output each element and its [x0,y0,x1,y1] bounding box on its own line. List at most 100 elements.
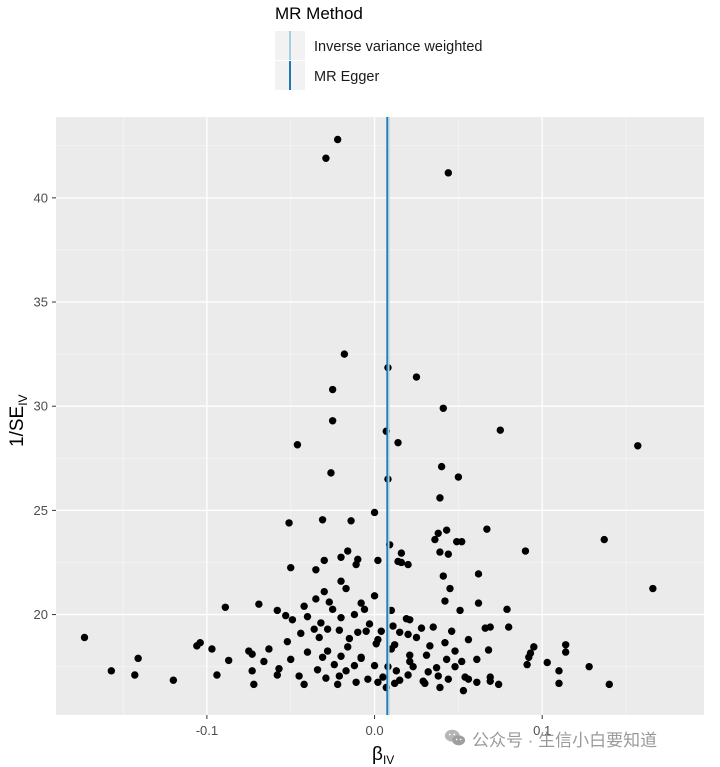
data-point [484,646,493,654]
data-point [439,572,447,580]
data-point [337,652,345,660]
data-point [322,674,330,682]
data-point [312,595,320,603]
data-point [303,612,312,621]
data-point [333,680,342,689]
data-point [442,655,451,664]
data-point [446,584,454,593]
data-point [318,516,327,524]
data-point [322,154,330,162]
x-tick-label: 0.0 [366,723,384,738]
data-point [464,675,473,683]
data-point [404,671,412,679]
y-tick-label: 20 [34,607,48,622]
data-point [370,592,379,600]
data-point [394,557,402,566]
data-point [397,549,406,557]
grid-major [56,117,704,715]
data-point [429,623,437,631]
data-point [561,648,570,656]
data-point [365,620,374,628]
data-point [404,560,412,569]
data-point [310,625,318,633]
data-point [323,647,332,655]
legend-label-ivw: Inverse variance weighted [314,39,482,55]
data-point [260,657,268,666]
data-point [406,651,414,659]
data-point [441,638,449,647]
data-point [409,662,417,671]
x-tick-label: 0.1 [533,723,551,738]
data-point [221,603,230,611]
data-point [406,616,414,624]
data-point [444,169,453,177]
y-tick-label: 40 [34,190,48,205]
data-point [483,525,491,533]
x-axis-title: βIV [372,744,394,767]
data-point [474,599,483,607]
data-point [345,634,354,643]
data-point [287,655,295,664]
data-point [436,683,444,692]
data-point [389,622,397,630]
data-point [451,647,459,655]
data-point [412,373,421,381]
data-point [394,438,402,447]
legend: MR Method Inverse variance weighted MR E… [275,4,482,90]
legend-title: MR Method [275,4,363,23]
data-point [350,610,359,619]
data-point [317,619,325,627]
data-point [600,535,608,544]
data-point [486,677,494,685]
data-point [395,628,404,636]
data-point [131,671,139,679]
watermark: 公众号 · 生信小白要知道 [444,726,657,750]
data-point [325,598,333,606]
data-point [392,667,401,675]
data-point [287,563,295,572]
data-point [293,441,302,449]
data-point [422,651,431,659]
data-point [439,404,447,412]
data-point [379,673,387,681]
data-point [275,665,283,673]
data-point [342,667,350,675]
data-point [464,635,473,644]
data-point [444,675,453,683]
data-point [327,469,335,477]
data-point [521,547,530,555]
data-point [372,640,380,648]
data-point [362,627,370,635]
data-point [337,613,345,622]
data-point [265,645,273,653]
data-point [441,597,449,605]
data-point [288,616,297,624]
data-point [555,679,563,688]
data-point [404,630,412,639]
data-point [337,577,345,585]
data-point [377,627,385,635]
data-point [344,547,352,555]
data-point [451,662,459,671]
data-point [494,680,503,689]
data-point [421,679,429,688]
data-point [436,494,444,502]
data-point [453,537,461,546]
data-point [370,508,379,517]
data-point [295,672,303,680]
data-point [523,660,531,669]
data-point [169,676,178,684]
data-point [330,660,339,669]
data-point [473,678,481,686]
data-point [473,655,481,664]
data-point [458,657,466,666]
data-point [496,426,504,434]
wechat-icon [444,729,466,746]
data-point [370,661,379,670]
data-point [273,671,282,679]
data-point [530,643,538,651]
data-point [134,654,142,663]
data-point [335,672,344,680]
plot-panel [56,117,704,715]
